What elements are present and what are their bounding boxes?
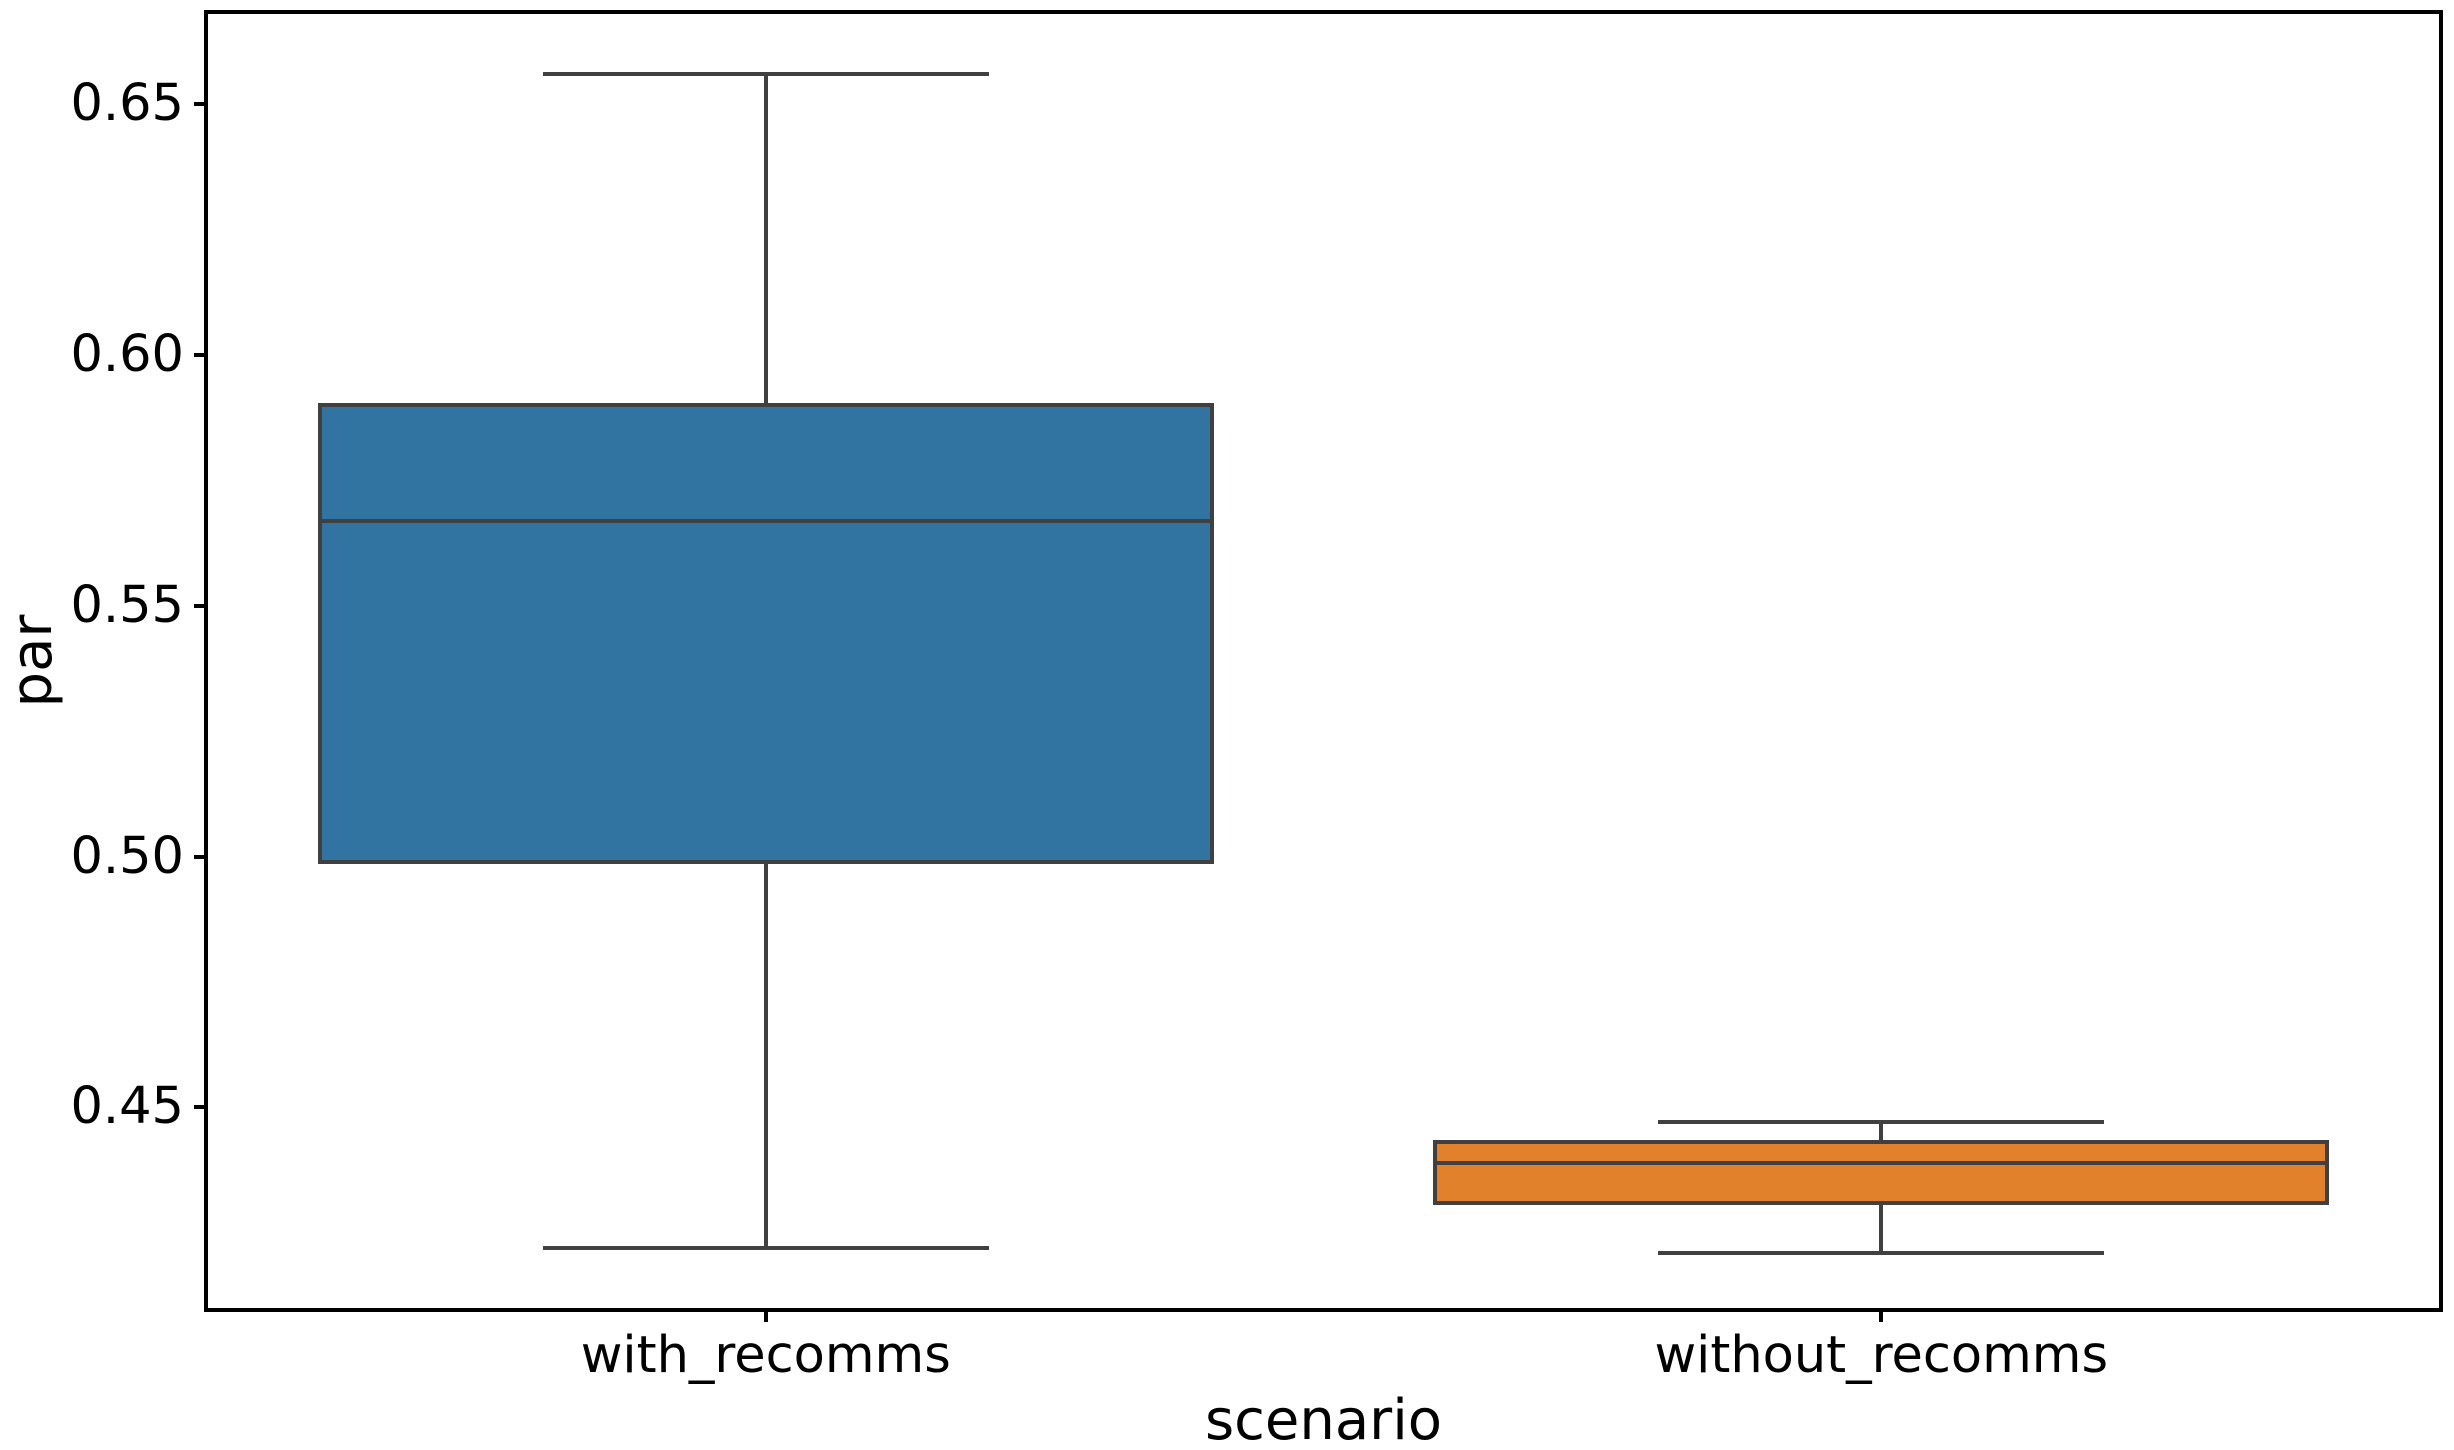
upper-whisker-cap-with_recomms bbox=[542, 72, 989, 77]
x-axis-label: scenario bbox=[1204, 1388, 1443, 1450]
median-line-with_recomms bbox=[319, 518, 1212, 523]
lower-whisker-line-without_recomms bbox=[1879, 1202, 1884, 1253]
y-tick-mark bbox=[194, 1105, 208, 1110]
y-tick-mark bbox=[194, 102, 208, 107]
y-axis-label: par bbox=[0, 614, 65, 708]
y-tick-mark bbox=[194, 854, 208, 859]
y-tick-label: 0.65 bbox=[70, 74, 184, 134]
lower-whisker-cap-with_recomms bbox=[542, 1245, 989, 1250]
lower-whisker-cap-without_recomms bbox=[1658, 1250, 2105, 1255]
lower-whisker-line-with_recomms bbox=[763, 861, 768, 1248]
median-line-without_recomms bbox=[1435, 1160, 2328, 1165]
box-without_recomms bbox=[1433, 1140, 2330, 1205]
y-tick-label: 0.50 bbox=[70, 826, 184, 886]
x-tick-mark bbox=[763, 1308, 768, 1322]
x-tick-label: with_recomms bbox=[580, 1326, 951, 1385]
y-tick-label: 0.55 bbox=[70, 575, 184, 635]
upper-whisker-line-with_recomms bbox=[763, 74, 768, 406]
y-tick-label: 0.45 bbox=[70, 1077, 184, 1137]
x-tick-label: without_recomms bbox=[1654, 1326, 2109, 1385]
upper-whisker-line-without_recomms bbox=[1879, 1122, 1884, 1143]
y-tick-label: 0.60 bbox=[70, 325, 184, 385]
x-tick-mark bbox=[1879, 1308, 1884, 1322]
upper-whisker-cap-without_recomms bbox=[1658, 1120, 2105, 1125]
y-tick-mark bbox=[194, 603, 208, 608]
box-with_recomms bbox=[317, 403, 1214, 864]
y-tick-mark bbox=[194, 353, 208, 358]
